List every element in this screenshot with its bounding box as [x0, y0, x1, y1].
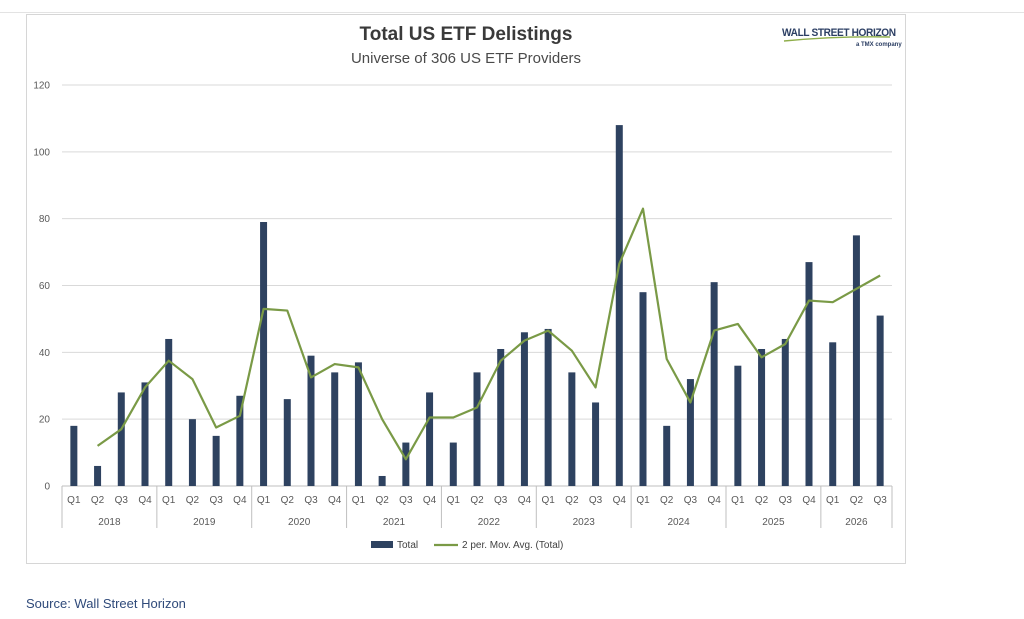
bar	[426, 392, 434, 486]
moving-average-line	[96, 207, 881, 461]
x-tick-label: Q3	[779, 495, 793, 506]
x-tick-label: Q1	[257, 495, 271, 506]
x-tick-label: Q1	[731, 495, 745, 506]
year-label: 2025	[762, 517, 785, 528]
x-tick-label: Q1	[826, 495, 840, 506]
x-tick-label: Q3	[209, 495, 223, 506]
x-tick-label: Q2	[186, 495, 200, 506]
x-tick-label: Q4	[707, 495, 721, 506]
bar	[473, 372, 481, 486]
x-tick-label: Q4	[518, 495, 532, 506]
bar	[354, 362, 362, 486]
bar	[544, 328, 552, 486]
year-label: 2021	[383, 517, 406, 528]
chart-title: Total US ETF Delistings	[359, 24, 573, 45]
x-tick-label: Q2	[850, 495, 864, 506]
x-tick-label: Q3	[589, 495, 603, 506]
x-tick-label: Q3	[873, 495, 887, 506]
source-note: Source: Wall Street Horizon	[26, 596, 186, 611]
y-tick-label: 120	[33, 81, 50, 92]
bar	[663, 425, 671, 486]
x-tick-label: Q2	[755, 495, 769, 506]
bar	[165, 338, 173, 486]
bar	[188, 419, 196, 486]
x-tick-label: Q2	[375, 495, 389, 506]
bar	[117, 392, 125, 486]
year-label: 2022	[478, 517, 501, 528]
top-divider	[0, 12, 1024, 13]
year-label: 2020	[288, 517, 311, 528]
y-tick-label: 80	[39, 214, 51, 225]
x-tick-label: Q1	[541, 495, 555, 506]
bar	[520, 332, 528, 486]
x-tick-label: Q3	[399, 495, 413, 506]
year-label: 2023	[573, 517, 596, 528]
x-tick-label: Q4	[613, 495, 627, 506]
wall-street-horizon-logo: WALL STREET HORIZON a TMX company	[782, 26, 902, 58]
bar	[852, 235, 860, 486]
bar	[568, 372, 576, 486]
bar	[497, 348, 505, 486]
year-label: 2019	[193, 517, 216, 528]
bar	[236, 395, 244, 486]
bar	[615, 125, 623, 486]
y-tick-label: 60	[39, 281, 51, 292]
x-tick-label: Q1	[636, 495, 650, 506]
bar	[829, 342, 837, 486]
bar	[70, 425, 78, 486]
x-tick-label: Q3	[115, 495, 129, 506]
bar	[378, 475, 386, 486]
bar	[331, 372, 339, 486]
logo-swoosh-icon	[783, 36, 891, 42]
bar	[260, 222, 268, 486]
legend-bar-swatch	[371, 541, 393, 548]
bar	[734, 365, 742, 486]
bar	[592, 402, 600, 486]
x-tick-label: Q1	[352, 495, 366, 506]
bar	[876, 315, 884, 486]
logo-wordmark: WALL STREET HORIZON	[782, 27, 896, 39]
year-label: 2024	[667, 517, 690, 528]
bar	[402, 442, 410, 486]
year-label: 2018	[98, 517, 121, 528]
x-tick-label: Q2	[565, 495, 579, 506]
bar	[94, 465, 102, 486]
bar	[449, 442, 457, 486]
bar	[710, 282, 718, 486]
logo-tagline: a TMX company	[856, 42, 902, 48]
bar	[307, 355, 315, 486]
bar	[639, 292, 647, 486]
x-tick-label: Q4	[802, 495, 816, 506]
x-tick-label: Q3	[684, 495, 698, 506]
x-tick-label: Q3	[494, 495, 508, 506]
x-tick-label: Q2	[470, 495, 484, 506]
bar	[686, 379, 694, 486]
x-tick-label: Q3	[304, 495, 318, 506]
x-tick-label: Q2	[91, 495, 105, 506]
bar	[758, 348, 766, 486]
y-tick-label: 20	[39, 415, 51, 426]
bar	[141, 382, 149, 486]
y-tick-label: 40	[39, 348, 51, 359]
legend-label-moving-average: 2 per. Mov. Avg. (Total)	[462, 540, 563, 551]
x-tick-label: Q1	[162, 495, 176, 506]
x-tick-label: Q2	[281, 495, 295, 506]
x-tick-label: Q2	[660, 495, 674, 506]
x-tick-label: Q1	[447, 495, 461, 506]
x-tick-label: Q4	[423, 495, 437, 506]
bar	[283, 399, 291, 486]
x-tick-label: Q4	[138, 495, 152, 506]
bar	[781, 338, 789, 486]
y-tick-label: 100	[33, 147, 50, 158]
x-tick-label: Q4	[233, 495, 247, 506]
year-label: 2026	[845, 517, 868, 528]
x-tick-label: Q1	[67, 495, 81, 506]
bar	[805, 262, 813, 486]
y-tick-label: 0	[44, 482, 50, 493]
bar	[212, 435, 220, 486]
legend-label-total: Total	[397, 540, 418, 551]
chart-subtitle: Universe of 306 US ETF Providers	[350, 50, 582, 67]
x-tick-label: Q4	[328, 495, 342, 506]
